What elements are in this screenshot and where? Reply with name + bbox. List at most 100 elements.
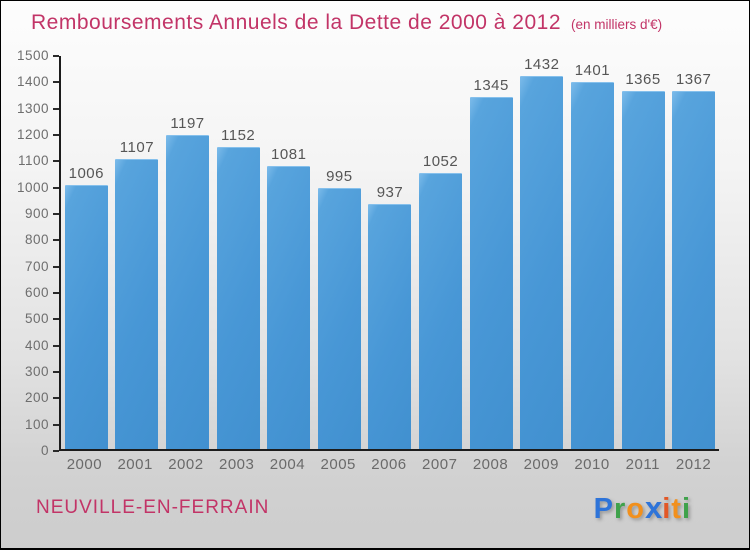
y-axis: 0 100 200 300 400 500 600 700 800 900 1000 1100 1200…: [1, 48, 59, 458]
y-tick-mark: [53, 344, 59, 347]
bar-slot-2011: 1365: [618, 56, 669, 449]
y-tick-mark: [53, 292, 59, 294]
logo-letter-t: t: [671, 493, 682, 525]
bar-slot-2007: 1052: [415, 56, 466, 449]
y-tick-label-1400: 1400: [16, 74, 49, 90]
bar-2010: [570, 81, 614, 449]
y-tick-label-400: 400: [24, 337, 49, 353]
y-tick-label-900: 900: [24, 206, 49, 221]
y-tick-label-100: 100: [24, 416, 49, 432]
y-tick-mark: [53, 81, 59, 84]
bar-2011: [621, 91, 665, 449]
logo-letter-i: i: [681, 493, 691, 525]
y-tick-label-0: 0: [40, 443, 49, 458]
y-tick-mark: [53, 160, 59, 163]
bar-slot-2005: 995: [314, 56, 365, 449]
bar-slot-2010: 1401: [567, 56, 618, 449]
bar-slot-2004: 1081: [263, 56, 314, 449]
plot-area: 1006 1107 1197 1152 1081 995 937 1052 1345 1432 14…: [59, 56, 719, 451]
bar-value-label: 1006: [68, 165, 104, 183]
bar-slot-2009: 1432: [516, 56, 567, 449]
y-tick-mark: [53, 55, 59, 57]
y-tick-mark: [53, 371, 59, 373]
bar-value-label: 1401: [574, 61, 611, 79]
y-tick-mark: [53, 213, 59, 215]
y-tick-label-200: 200: [24, 390, 49, 406]
y-tick-mark: [53, 423, 59, 426]
bar-slot-2001: 1107: [112, 56, 163, 449]
bar-value-label: 1197: [170, 115, 205, 133]
y-tick-label-600: 600: [24, 285, 49, 300]
bar-value-label: 1081: [271, 145, 307, 163]
x-tick-label-2006: 2006: [371, 456, 407, 473]
chart-header: Remboursements Annuels de la Dette de 20…: [31, 11, 662, 35]
y-tick-label-800: 800: [24, 232, 49, 248]
x-tick-label-2010: 2010: [574, 456, 610, 473]
bar-value-label: 995: [326, 168, 353, 186]
proxiti-logo: Proxiti: [594, 490, 691, 526]
bar-slot-2000: 1006: [61, 56, 112, 449]
chart-subtitle: (en milliers d'€): [571, 17, 663, 32]
logo-letter-x: x: [644, 490, 663, 525]
bar-value-label: 1345: [473, 76, 509, 94]
y-tick-mark: [53, 239, 59, 242]
y-tick-mark: [53, 186, 59, 189]
logo-letter-o: o: [626, 493, 645, 525]
bar-value-label: 1052: [422, 153, 459, 171]
x-tick-label-2000: 2000: [66, 456, 103, 473]
bar-value-label: 1432: [524, 56, 560, 73]
y-tick-mark: [53, 134, 59, 136]
x-tick-label-2008: 2008: [472, 456, 509, 473]
y-tick-mark: [53, 318, 59, 321]
x-tick-label-2005: 2005: [320, 456, 356, 473]
bar-2006: [368, 203, 412, 449]
bar-value-label: 1107: [119, 138, 155, 156]
bar-slot-2003: 1152: [213, 56, 264, 449]
x-tick-label-2011: 2011: [625, 456, 660, 473]
bar-2012: [672, 90, 716, 449]
y-tick-label-1100: 1100: [17, 153, 49, 169]
y-tick-mark: [53, 397, 59, 400]
commune-name: NEUVILLE-EN-FERRAIN: [36, 497, 270, 518]
logo-letter-P: P: [593, 493, 614, 525]
bar-2005: [317, 188, 361, 449]
bar-2002: [166, 135, 210, 449]
bar-slot-2012: 1367: [668, 56, 719, 449]
bar-2009: [520, 76, 564, 449]
bar-value-label: 1365: [625, 71, 661, 89]
y-tick-mark: [53, 450, 59, 452]
y-tick-label-1300: 1300: [16, 100, 49, 116]
logo-letter-r: r: [613, 493, 627, 525]
x-tick-label-2012: 2012: [675, 456, 712, 473]
y-tick-label-500: 500: [24, 311, 49, 327]
bar-2007: [419, 173, 463, 449]
x-tick-label-2007: 2007: [422, 456, 458, 473]
bar-2000: [64, 185, 108, 449]
y-tick-label-1500: 1500: [16, 48, 49, 63]
chart-title: Remboursements Annuels de la Dette de 20…: [31, 11, 562, 34]
bar-2004: [267, 165, 311, 449]
y-tick-label-300: 300: [24, 364, 49, 379]
y-tick-label-1000: 1000: [16, 179, 49, 195]
bar-2003: [216, 147, 260, 449]
bar-2008: [469, 96, 513, 449]
bar-value-label: 937: [376, 183, 404, 201]
y-tick-label-700: 700: [24, 258, 49, 274]
bar-slot-2006: 937: [365, 56, 416, 449]
x-tick-label-2009: 2009: [523, 456, 559, 473]
bar-2001: [115, 158, 159, 449]
bar-slot-2002: 1197: [162, 56, 213, 449]
y-tick-label-1200: 1200: [16, 127, 49, 142]
x-axis: 2000 2001 2002 2003 2004 2005 2006 2007 2008 2009…: [59, 456, 719, 473]
x-tick-label-2002: 2002: [168, 456, 204, 473]
y-tick-mark: [53, 107, 59, 110]
bar-slot-2008: 1345: [466, 56, 517, 449]
logo-letter-i: i: [662, 493, 672, 525]
bar-value-label: 1367: [675, 70, 712, 88]
x-tick-label-2003: 2003: [218, 456, 255, 473]
x-tick-label-2004: 2004: [269, 456, 306, 473]
bar-value-label: 1152: [221, 127, 256, 145]
y-tick-mark: [53, 265, 59, 268]
x-tick-label-2001: 2001: [117, 456, 153, 473]
